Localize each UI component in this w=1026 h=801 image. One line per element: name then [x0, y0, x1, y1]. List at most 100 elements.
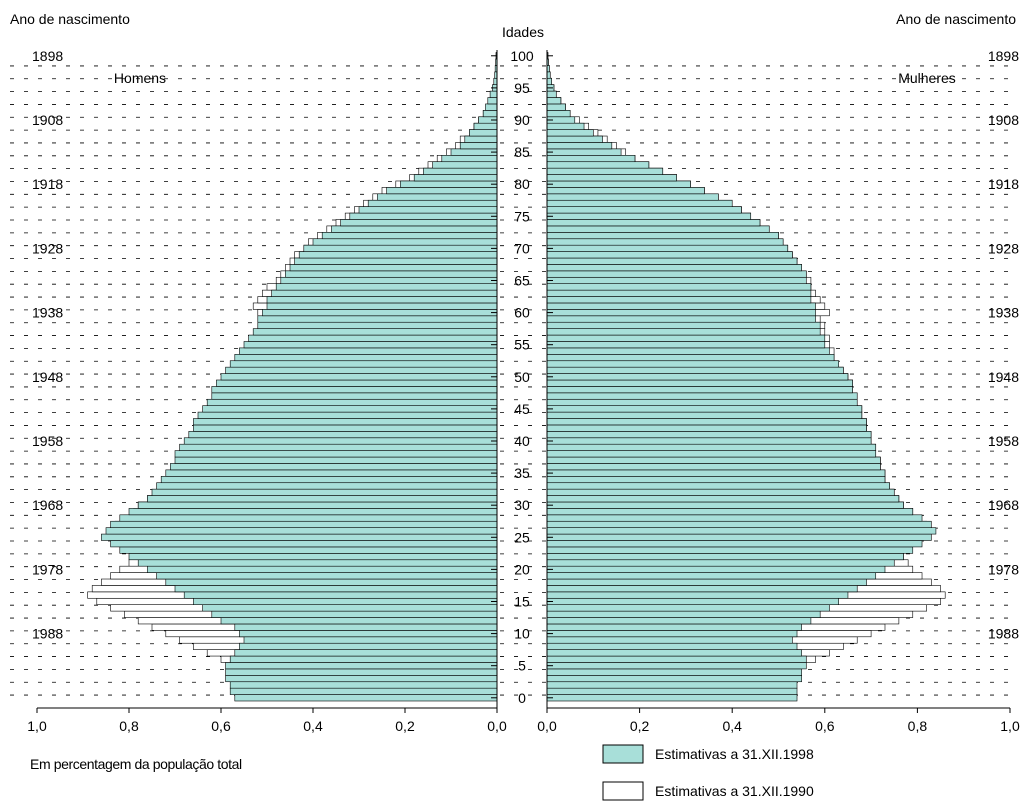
bar: [546, 630, 798, 638]
bar: [546, 501, 904, 509]
bar: [147, 495, 498, 503]
bar: [243, 341, 498, 349]
birth-year-label: 1968: [988, 497, 1019, 513]
bar: [482, 110, 498, 118]
bar: [174, 456, 498, 464]
bar: [546, 135, 603, 143]
bar: [220, 373, 498, 381]
center-axis-title: Idades: [502, 24, 544, 40]
age-tick-label: 15: [514, 593, 530, 609]
bar: [160, 475, 498, 484]
bar: [546, 129, 594, 137]
bar: [119, 546, 498, 554]
bar: [546, 597, 839, 606]
bar: [546, 110, 571, 118]
bar: [151, 488, 498, 496]
bar: [546, 623, 802, 631]
bar: [280, 276, 498, 284]
bar: [546, 251, 793, 259]
birth-year-label: 1958: [988, 433, 1019, 449]
x-tick-label: 0,6: [815, 718, 835, 734]
birth-year-label: 1948: [988, 369, 1019, 385]
bar: [546, 309, 816, 317]
bar: [252, 328, 498, 336]
bar: [546, 572, 877, 580]
age-tick-label: 95: [514, 80, 530, 96]
bar: [546, 469, 886, 477]
bar: [188, 431, 498, 439]
bar: [349, 212, 498, 220]
bar: [174, 450, 498, 458]
bar: [239, 642, 498, 650]
bar: [225, 366, 498, 374]
bar: [183, 437, 498, 445]
right-axis-title: Ano de nascimento: [896, 11, 1016, 27]
age-tick-label: 35: [514, 465, 530, 481]
bar: [271, 289, 498, 297]
bar: [459, 142, 498, 150]
bar: [546, 97, 562, 105]
age-tick-label: 10: [514, 626, 530, 642]
bar: [229, 681, 498, 689]
bar: [546, 649, 802, 657]
bar: [546, 450, 877, 458]
bar: [211, 392, 498, 400]
bar: [206, 398, 498, 406]
bar: [165, 469, 498, 477]
bar: [546, 206, 742, 214]
bar: [546, 161, 650, 169]
bar: [546, 578, 867, 586]
bar: [193, 424, 498, 432]
bar: [546, 315, 816, 323]
bar: [546, 264, 802, 272]
bar: [546, 347, 830, 355]
x-tick-label: 0,8: [119, 718, 139, 734]
x-tick-label: 0,4: [303, 718, 323, 734]
bar: [216, 379, 498, 387]
bar: [229, 687, 498, 695]
bar: [119, 514, 498, 522]
bar: [546, 354, 835, 362]
bar: [546, 328, 821, 336]
bar: [546, 155, 636, 163]
bar: [183, 591, 498, 599]
bar: [156, 572, 498, 580]
bar: [211, 386, 498, 394]
bar: [546, 655, 807, 663]
x-tick-label: 0,4: [722, 718, 742, 734]
bar: [546, 668, 802, 676]
x-tick-label: 0,2: [630, 718, 650, 734]
birth-year-label: 1918: [988, 176, 1019, 192]
bar: [546, 456, 881, 464]
age-tick-label: 80: [514, 176, 530, 192]
bar: [432, 161, 498, 169]
bar: [469, 129, 498, 137]
bar: [546, 527, 937, 535]
age-tick-label: 90: [514, 112, 530, 128]
bar: [546, 386, 853, 394]
bar: [546, 276, 807, 284]
bar: [312, 238, 498, 246]
birth-year-label: 1968: [32, 497, 63, 513]
bar: [546, 424, 867, 432]
bar: [464, 135, 498, 143]
bar: [546, 257, 798, 265]
bar: [546, 482, 890, 490]
bar: [137, 559, 498, 567]
birth-year-label: 1938: [988, 305, 1019, 321]
x-tick-label: 1,0: [1000, 718, 1020, 734]
bar: [220, 617, 498, 625]
bar: [441, 155, 498, 163]
bar: [546, 187, 705, 195]
bar: [110, 520, 498, 528]
bar: [174, 585, 498, 593]
bar: [358, 206, 498, 214]
birth-year-label: 1898: [32, 48, 63, 64]
x-tick-label: 0,8: [908, 718, 928, 734]
bar: [546, 360, 839, 368]
bar: [546, 398, 858, 406]
bar: [489, 90, 498, 98]
bar: [546, 296, 812, 304]
bar: [546, 174, 677, 182]
bar: [546, 591, 849, 599]
